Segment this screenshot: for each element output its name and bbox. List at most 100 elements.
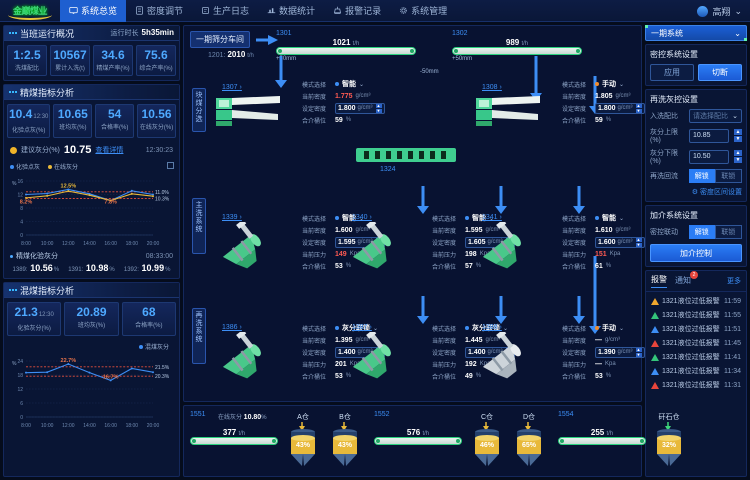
media-unlock-option[interactable]: 解锁 (689, 225, 715, 239)
stepper-up-icon[interactable]: ▲ (375, 102, 382, 108)
bottom-belt-id-1551[interactable]: 1551 (190, 411, 206, 418)
silo-A仓[interactable]: A仓 43% (288, 412, 318, 468)
set-label: 设定密度 (302, 106, 327, 113)
mode-row[interactable]: 模式选择 手动 ⌄ (562, 78, 645, 90)
unit-id-1340[interactable]: 1340 › (352, 214, 372, 221)
tab-alarm[interactable]: 报警 (651, 274, 667, 288)
bottom-belt-id-1552[interactable]: 1552 (374, 411, 390, 418)
nav-item-1[interactable]: 密度调节 (126, 0, 192, 22)
chevron-down-icon[interactable]: ⌄ (619, 215, 625, 222)
unit-id-1339[interactable]: 1339 › (222, 214, 242, 221)
nav-item-0[interactable]: 系统总览 (60, 0, 127, 22)
set-stepper[interactable]: ▲▼ (635, 346, 642, 357)
stepper-up-icon[interactable]: ▲ (635, 102, 642, 108)
unit-id-1307[interactable]: 1307 › (222, 84, 242, 91)
set-stepper[interactable]: ▲▼ (635, 236, 642, 247)
stepper-up-icon[interactable]: ▲ (635, 346, 642, 352)
set-stepper[interactable]: ▲▼ (375, 102, 382, 113)
set-density-input[interactable]: 1.800 g/cm³ ▲ ▼ (595, 102, 645, 114)
silo-矸石仓[interactable]: 矸石仓 32% (654, 412, 684, 468)
density-range-link[interactable]: ⚙ 密度区间设置 (650, 187, 742, 197)
chevron-down-icon[interactable]: ⌄ (619, 325, 625, 332)
nav-item-5[interactable]: 系统管理 (390, 0, 456, 22)
stepper-down-icon[interactable]: ▼ (375, 107, 382, 113)
chevron-down-icon[interactable]: ⌄ (373, 325, 379, 332)
set-density-input[interactable]: 1.600 g/cm³ ▲ ▼ (595, 236, 645, 248)
lower-stepper[interactable]: ▲ ▼ (734, 150, 742, 163)
alarm-time: 11:31 (724, 381, 741, 389)
belt-id[interactable]: 1301 (276, 30, 292, 37)
silo-D仓[interactable]: D仓 65% (514, 412, 544, 468)
stepper-up-icon[interactable]: ▲ (734, 129, 742, 135)
mode-row[interactable]: 模式选择 灰分联锁 ⌄ (432, 322, 515, 334)
alarm-item[interactable]: 1321液位过低报警 11:59 (646, 294, 746, 308)
backflow-lock-option[interactable]: 联锁 (714, 169, 742, 183)
unit-id-1341[interactable]: 1341 › (482, 214, 502, 221)
nav-item-2[interactable]: 生产日志 (192, 0, 258, 22)
chevron-down-icon[interactable]: ⌄ (734, 5, 742, 16)
svg-text:12:00: 12:00 (62, 423, 75, 429)
grid-menu-icon[interactable] (167, 162, 174, 169)
set-density-input[interactable]: 1.390 g/cm³ ▲ ▼ (595, 346, 645, 358)
unit-id-1388[interactable]: 1388 › (482, 324, 502, 331)
alarm-item[interactable]: 1321液位过低报警 11:31 (646, 378, 746, 392)
suggest-detail-link[interactable]: 查看详情 (95, 147, 124, 154)
unit-id-1386[interactable]: 1386 › (222, 324, 242, 331)
stepper-up-icon[interactable]: ▲ (635, 236, 642, 242)
stepper-down-icon[interactable]: ▼ (635, 351, 642, 357)
chevron-down-icon[interactable]: ⌄ (359, 81, 365, 88)
mode-row[interactable]: 模式选择 智能 ⌄ (302, 212, 385, 224)
set-stepper[interactable]: ▲▼ (635, 102, 642, 113)
chevron-down-icon[interactable]: ⌄ (503, 325, 509, 332)
mode-row[interactable]: 模式选择 灰分联锁 ⌄ (302, 322, 385, 334)
mode-label: 模式选择 (302, 326, 327, 333)
lower-input[interactable]: 10.50 (689, 149, 729, 164)
param-label: 合介桶位 (302, 264, 327, 271)
stepper-down-icon[interactable]: ▼ (635, 107, 642, 113)
chevron-down-icon[interactable]: ⌄ (489, 215, 495, 222)
nav-item-4[interactable]: 报警记录 (324, 0, 390, 22)
alarm-more-link[interactable]: 更多 (727, 278, 741, 285)
upper-input[interactable]: 10.85 (689, 128, 729, 143)
silo-C仓[interactable]: C仓 46% (472, 412, 502, 468)
mode-row[interactable]: 模式选择 智能 ⌄ (302, 78, 385, 90)
stepper-down-icon[interactable]: ▼ (635, 241, 642, 247)
chevron-down-icon[interactable]: ⌄ (619, 81, 625, 88)
nav-item-3[interactable]: 数据统计 (258, 0, 324, 22)
silo-percent: 46% (479, 442, 494, 449)
media-toggle[interactable]: 解锁 联锁 (689, 225, 742, 239)
apply-button[interactable]: 应用 (650, 64, 694, 81)
media-lock-option[interactable]: 联锁 (714, 225, 742, 239)
mode-label: 模式选择 (562, 216, 587, 223)
mode-row[interactable]: 模式选择 手动 ⌄ (562, 322, 645, 334)
arrow-down-icon (573, 186, 585, 214)
stepper-down-icon[interactable]: ▼ (734, 136, 742, 142)
alarm-item[interactable]: 1321液位过低报警 11:41 (646, 350, 746, 364)
alarm-item[interactable]: 1321液位过低报警 11:51 (646, 322, 746, 336)
switch-button[interactable]: 切断 (698, 64, 742, 81)
media-control-button[interactable]: 加介控制 (650, 244, 742, 262)
header-user-area[interactable]: 高翔 ⌄ (697, 0, 742, 22)
bottom-belt-id-1554[interactable]: 1554 (558, 411, 574, 418)
silo-B仓[interactable]: B仓 43% (330, 412, 360, 468)
set-density-input[interactable]: 1.800 g/cm³ ▲ ▼ (335, 102, 385, 114)
mode-row[interactable]: 模式选择 智能 ⌄ (432, 212, 515, 224)
ratio-select[interactable]: 请选择配比 ⌄ (689, 109, 742, 123)
alarm-item[interactable]: 1321液位过低报警 11:34 (646, 364, 746, 378)
tab-notice[interactable]: 通知 2 (675, 270, 698, 288)
alarm-item[interactable]: 1321液位过低报警 11:55 (646, 308, 746, 322)
belt-id[interactable]: 1302 (452, 30, 468, 37)
mid-device-id[interactable]: 1324 (380, 166, 396, 173)
unit-id-1387[interactable]: 1387 › (352, 324, 372, 331)
upper-stepper[interactable]: ▲ ▼ (734, 129, 742, 142)
stepper-down-icon[interactable]: ▼ (734, 157, 742, 163)
unit-id-1308[interactable]: 1308 › (482, 84, 502, 91)
backflow-toggle[interactable]: 解锁 联锁 (689, 169, 742, 183)
stepper-up-icon[interactable]: ▲ (734, 150, 742, 156)
chevron-down-icon[interactable]: ⌄ (359, 215, 365, 222)
backflow-unlock-option[interactable]: 解锁 (689, 169, 715, 183)
alarm-item[interactable]: 1321液位过低报警 11:45 (646, 336, 746, 350)
bottom-belt-1551: 377 t/h (190, 428, 278, 445)
mode-row[interactable]: 模式选择 智能 ⌄ (562, 212, 645, 224)
system-select[interactable]: 一期系统 ⌄ (645, 25, 747, 41)
